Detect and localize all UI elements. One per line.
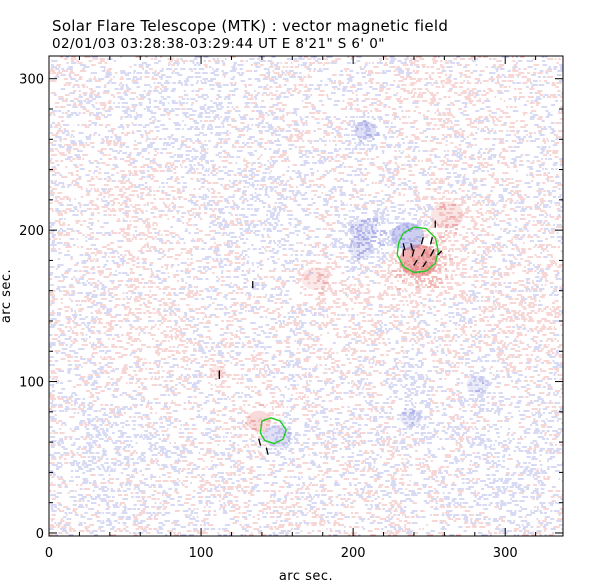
negative-region-2: [350, 218, 378, 242]
field-vector-15: [265, 447, 269, 455]
positive-region-0: [399, 244, 438, 277]
y-tick-label-0: 0: [36, 527, 44, 542]
field-vector-6: [411, 249, 415, 257]
negative-region-12: [399, 408, 422, 428]
field-vector-14: [258, 438, 262, 446]
negative-region-11: [466, 375, 489, 394]
field-vector-7: [420, 249, 426, 257]
positive-polarity-texture: [49, 56, 563, 536]
negative-polarity-strong: [283, 120, 485, 442]
positive-region-9: [209, 365, 227, 380]
field-vector-3: [420, 237, 424, 245]
small-spot-contour: [259, 417, 287, 445]
x-tick-label-0: 0: [45, 546, 53, 561]
y-tick-label-200: 200: [19, 224, 44, 239]
plot-frame: [48, 55, 564, 537]
field-vector-10: [413, 259, 418, 266]
negative-region-3: [348, 238, 374, 259]
magnetic-field-map: [49, 56, 563, 536]
field-vector-8: [430, 249, 435, 257]
x-tick-label-100: 100: [189, 546, 214, 561]
x-tick-label-300: 300: [493, 546, 518, 561]
negative-region-5: [354, 121, 377, 140]
positive-region-4: [431, 201, 464, 229]
field-vector-4: [430, 237, 433, 245]
axes: 0 100 200 300 0 100 200 300: [19, 56, 563, 561]
field-vector-2: [410, 243, 414, 251]
chart-title: Solar Flare Telescope (MTK) : vector mag…: [52, 17, 448, 35]
x-tick-label-200: 200: [341, 546, 366, 561]
field-vector-11: [422, 261, 427, 268]
overlay-layer: [218, 220, 442, 455]
negative-polarity-texture: [49, 56, 563, 536]
positive-region-6: [301, 267, 329, 290]
y-tick-label-100: 100: [19, 376, 44, 391]
chart-subtitle: 02/01/03 03:28:38-03:29:44 UT E 8'21" S …: [52, 36, 385, 52]
negative-region-8: [263, 424, 291, 448]
field-vector-1: [402, 243, 406, 251]
main-spot-contour: [396, 226, 439, 274]
y-tick-label-300: 300: [19, 73, 44, 88]
positive-region-7: [246, 410, 272, 432]
x-axis-label: arc sec.: [279, 569, 333, 584]
field-vector-9: [437, 250, 442, 256]
y-axis-label: arc sec.: [0, 269, 14, 323]
negative-region-1: [391, 222, 425, 250]
